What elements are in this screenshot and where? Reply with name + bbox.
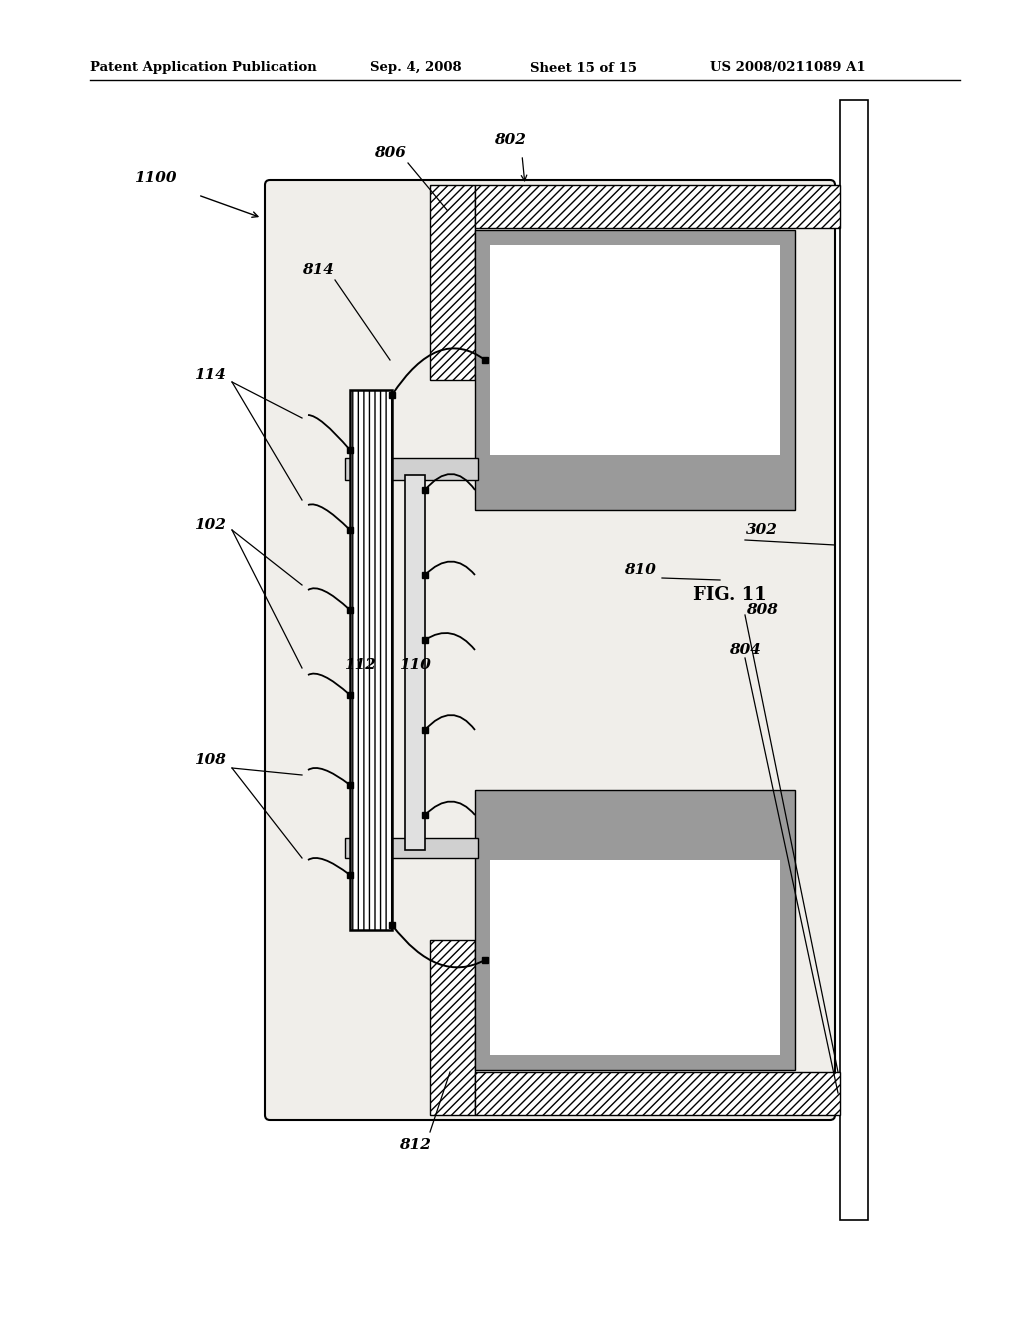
- Bar: [475, 230, 795, 510]
- Bar: [350, 389, 392, 931]
- Text: 804: 804: [729, 643, 761, 657]
- Text: 814: 814: [302, 263, 334, 277]
- FancyBboxPatch shape: [265, 180, 835, 1119]
- Text: 110: 110: [399, 657, 431, 672]
- Text: 114: 114: [195, 368, 226, 381]
- Bar: [430, 940, 475, 1115]
- Text: 808: 808: [746, 603, 778, 616]
- Bar: [490, 246, 780, 455]
- Bar: [475, 1072, 840, 1115]
- Text: 112: 112: [344, 657, 376, 672]
- Text: 102: 102: [195, 517, 226, 532]
- Bar: [490, 861, 780, 1055]
- Bar: [406, 475, 425, 850]
- Bar: [840, 100, 868, 1220]
- Text: 802: 802: [494, 133, 526, 147]
- Bar: [345, 838, 478, 858]
- Text: Patent Application Publication: Patent Application Publication: [90, 62, 316, 74]
- Text: 810: 810: [624, 564, 656, 577]
- Text: 806: 806: [374, 147, 406, 160]
- Text: Sep. 4, 2008: Sep. 4, 2008: [370, 62, 462, 74]
- Bar: [475, 185, 840, 228]
- Text: 302: 302: [746, 523, 778, 537]
- Bar: [475, 789, 795, 1071]
- Text: 812: 812: [399, 1138, 431, 1152]
- Bar: [430, 185, 475, 380]
- Text: 1100: 1100: [134, 172, 176, 185]
- Text: 108: 108: [195, 752, 226, 767]
- Text: FIG. 11: FIG. 11: [693, 586, 767, 605]
- Text: US 2008/0211089 A1: US 2008/0211089 A1: [710, 62, 865, 74]
- Text: Sheet 15 of 15: Sheet 15 of 15: [530, 62, 637, 74]
- Bar: [345, 458, 478, 480]
